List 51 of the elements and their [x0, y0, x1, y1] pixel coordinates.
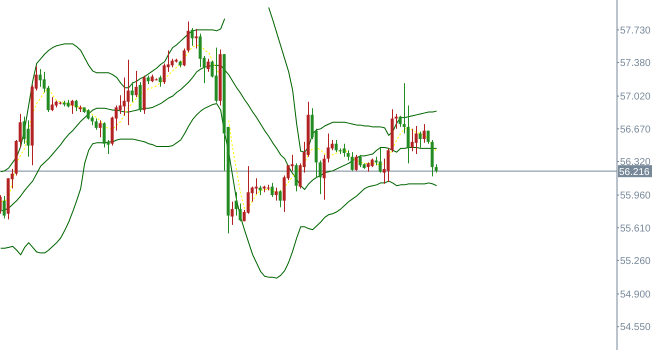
y-tick-label: 54.900 — [620, 290, 652, 301]
candlestick — [2, 196, 6, 219]
candlestick — [206, 58, 210, 72]
candlestick — [342, 143, 346, 158]
candlestick — [230, 201, 234, 226]
candlestick — [422, 124, 426, 144]
candlestick — [366, 162, 370, 172]
candlestick — [70, 99, 74, 114]
candlestick — [158, 75, 162, 88]
y-tick-label: 57.380 — [620, 58, 652, 70]
candlestick — [98, 120, 102, 138]
candlestick — [234, 192, 238, 216]
candlestick — [258, 185, 262, 196]
line-series — [0, 103, 438, 279]
candlestick — [74, 99, 78, 112]
candlestick — [194, 28, 198, 50]
candlestick — [358, 154, 362, 168]
candlestick — [26, 120, 30, 158]
y-tick-label: 57.730 — [620, 25, 652, 36]
candlestick — [22, 116, 26, 144]
candlestick — [334, 140, 338, 153]
candlestick — [38, 68, 42, 88]
candlestick — [294, 162, 298, 192]
y-tick-label: 55.260 — [620, 256, 652, 267]
candlestick — [414, 126, 418, 154]
y-tick-label: 55.610 — [620, 223, 652, 234]
candlestick — [198, 33, 202, 68]
candlestick — [350, 152, 354, 172]
candlestick — [50, 96, 54, 112]
candlestick — [378, 148, 382, 174]
candlestick — [274, 187, 278, 202]
candlestick — [398, 115, 402, 128]
candlestick — [134, 70, 138, 98]
candlestick — [122, 76, 126, 116]
y-tick-label: 55.960 — [620, 190, 652, 202]
ref-line-label: 56.216 — [619, 167, 650, 178]
y-tick-label: 56.670 — [620, 124, 652, 136]
candlestick — [102, 122, 106, 148]
candlestick — [86, 108, 90, 120]
candlestick — [278, 190, 282, 208]
candlestick — [126, 59, 130, 126]
candlestick — [190, 28, 194, 46]
candlestick — [270, 182, 274, 198]
candlestick — [354, 154, 358, 172]
y-tick-label: 57.020 — [620, 92, 652, 103]
y-tick-label: 54.550 — [620, 322, 652, 334]
candlestick — [410, 128, 414, 152]
candlestick — [162, 62, 166, 84]
candlestick — [418, 131, 422, 148]
candlestick — [94, 118, 98, 130]
candlestick — [130, 82, 134, 102]
